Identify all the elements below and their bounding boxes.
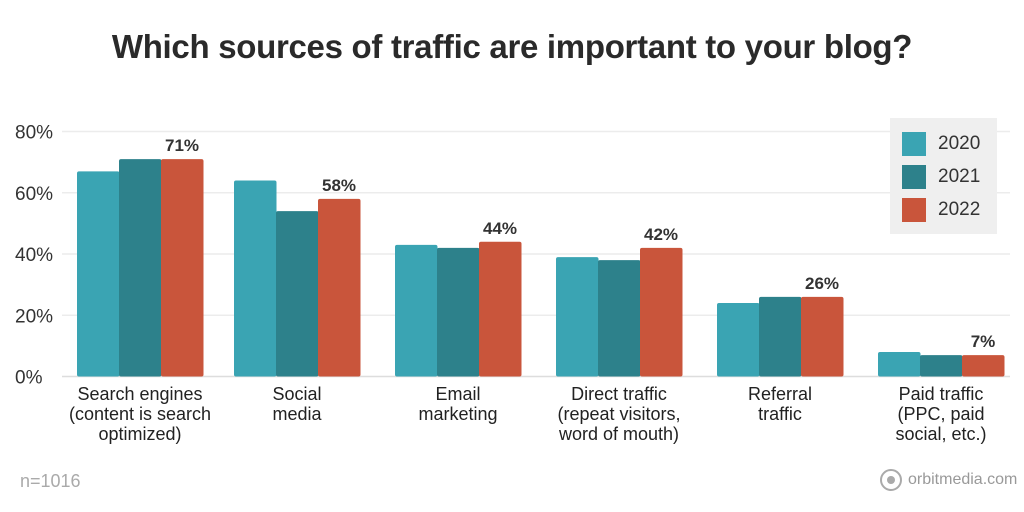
bar-2021	[759, 296, 802, 377]
data-label: 44%	[483, 219, 517, 238]
bar-2022	[161, 159, 204, 377]
y-tick-label: 80%	[15, 123, 53, 144]
x-tick-label: Email	[435, 384, 480, 404]
orbit-logo-icon	[880, 469, 902, 491]
y-tick-label: 20%	[15, 306, 53, 327]
x-tick-label: (PPC, paid	[897, 404, 984, 424]
bar-2020	[234, 180, 277, 377]
brand-text: orbitmedia.com	[908, 471, 1018, 488]
data-label: 26%	[805, 274, 839, 293]
bar-2020	[395, 244, 438, 377]
bar-2022	[640, 247, 683, 377]
x-tick-label: social, etc.)	[895, 424, 986, 444]
y-tick-label: 60%	[15, 184, 53, 205]
legend-swatch	[902, 132, 926, 156]
x-tick-label: Paid traffic	[899, 384, 984, 404]
bar-2020	[878, 352, 921, 377]
bar-2020	[77, 171, 120, 377]
data-label: 7%	[971, 332, 996, 351]
legend: 2020 2021 2022	[890, 118, 997, 234]
data-label: 42%	[644, 225, 678, 244]
bar-2022	[801, 296, 844, 377]
x-tick-label: Search engines	[77, 384, 202, 404]
x-tick-label: traffic	[758, 404, 802, 424]
x-tick-label: Referral	[748, 384, 812, 404]
bar-2022	[962, 355, 1005, 377]
bar-2021	[598, 260, 641, 377]
x-tick-label: marketing	[418, 404, 497, 424]
chart-title: Which sources of traffic are important t…	[111, 28, 913, 65]
bar-2021	[119, 159, 162, 377]
bar-2021	[437, 247, 480, 377]
legend-label: 2021	[938, 166, 981, 187]
x-tick-label: Social	[272, 384, 321, 404]
bar-2020	[717, 303, 760, 377]
sample-size-note: n=1016	[20, 471, 81, 491]
x-tick-label: media	[272, 404, 322, 424]
bar-2020	[556, 257, 599, 377]
bar-2021	[276, 211, 319, 377]
legend-item-2022: 2022	[902, 198, 980, 222]
y-tick-label: 40%	[15, 245, 53, 266]
legend-item-2020: 2020	[902, 132, 980, 156]
y-tick-label: 0%	[15, 368, 43, 389]
bar-2022	[479, 241, 522, 377]
legend-item-2021: 2021	[902, 165, 980, 189]
legend-swatch	[902, 198, 926, 222]
data-label: 58%	[322, 176, 356, 195]
x-tick-label: (repeat visitors,	[557, 404, 680, 424]
legend-label: 2022	[938, 199, 981, 220]
bar-2021	[920, 355, 963, 377]
legend-label: 2020	[938, 133, 981, 154]
bar-2022	[318, 198, 361, 377]
data-label: 71%	[165, 136, 199, 155]
x-tick-label: word of mouth)	[558, 424, 679, 444]
brand-logo: orbitmedia.com	[880, 469, 1017, 491]
legend-swatch	[902, 165, 926, 189]
x-tick-label: (content is search	[69, 404, 211, 424]
x-tick-label: optimized)	[98, 424, 181, 444]
x-tick-label: Direct traffic	[571, 384, 667, 404]
